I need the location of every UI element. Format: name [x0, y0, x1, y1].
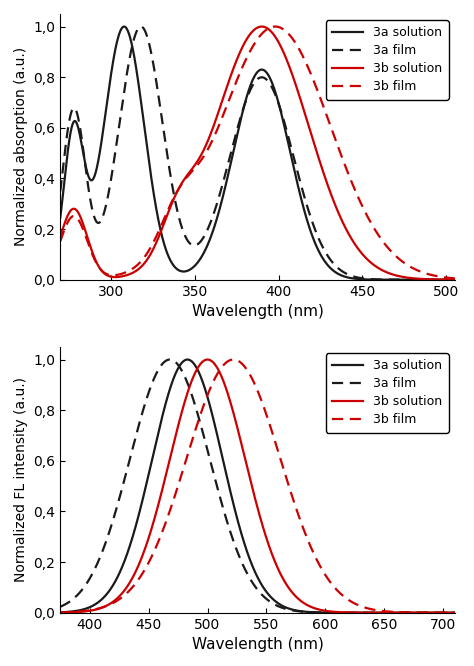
3b solution	[209, 357, 215, 365]
3b film	[102, 603, 108, 611]
3b solution	[205, 356, 210, 364]
3b film	[57, 237, 63, 245]
3a solution	[126, 29, 132, 37]
3a film	[57, 187, 63, 195]
3a film	[209, 462, 215, 470]
3b solution	[226, 78, 231, 86]
Y-axis label: Normalized FL intensity (a.u.): Normalized FL intensity (a.u.)	[14, 378, 28, 582]
3a solution	[57, 214, 63, 222]
3a film	[402, 609, 408, 617]
3a film	[102, 204, 108, 212]
X-axis label: Wavelength (nm): Wavelength (nm)	[191, 637, 323, 652]
3b film	[402, 608, 408, 616]
3a solution	[402, 276, 408, 284]
3b film	[209, 382, 214, 390]
3a solution	[102, 111, 108, 119]
3a film	[444, 276, 450, 284]
3b film	[452, 274, 457, 282]
3a solution	[226, 481, 232, 489]
3b solution	[452, 276, 457, 284]
3a solution	[126, 545, 132, 553]
3a solution	[452, 276, 457, 284]
Line: 3b film: 3b film	[60, 360, 455, 613]
3b film	[444, 609, 450, 617]
3b solution	[57, 232, 63, 240]
Line: 3a solution: 3a solution	[60, 27, 455, 280]
3a film	[138, 23, 144, 31]
3b solution	[209, 127, 214, 135]
3b film	[102, 269, 108, 277]
Line: 3a solution: 3a solution	[60, 360, 455, 613]
3b film	[126, 587, 132, 595]
3a film	[226, 157, 232, 165]
3a film	[102, 539, 108, 547]
3a solution	[444, 609, 450, 617]
Line: 3b solution: 3b solution	[60, 27, 455, 280]
3b film	[230, 356, 236, 364]
3a film	[209, 215, 215, 223]
3b solution	[444, 276, 450, 284]
3b solution	[126, 580, 132, 588]
3b solution	[444, 609, 450, 617]
3b film	[226, 357, 231, 365]
3a solution	[209, 408, 215, 416]
3b solution	[126, 270, 132, 278]
Legend: 3a solution, 3a film, 3b solution, 3b film: 3a solution, 3a film, 3b solution, 3b fi…	[326, 20, 448, 100]
Y-axis label: Normalized absorption (a.u.): Normalized absorption (a.u.)	[14, 47, 28, 246]
3a solution	[226, 168, 232, 176]
3a solution	[121, 23, 127, 31]
3b film	[444, 274, 450, 282]
3b solution	[402, 273, 408, 281]
3a film	[452, 276, 457, 284]
3b solution	[226, 393, 232, 401]
3a solution	[444, 276, 450, 284]
3a film	[402, 276, 408, 284]
3b film	[402, 259, 408, 267]
3b film	[452, 609, 457, 617]
3b solution	[102, 270, 108, 278]
Line: 3a film: 3a film	[60, 27, 455, 280]
3a film	[126, 460, 132, 468]
3b solution	[452, 609, 457, 617]
3a solution	[102, 592, 108, 600]
3b solution	[57, 609, 63, 617]
3b film	[57, 609, 63, 617]
3b film	[226, 97, 231, 105]
3b film	[126, 267, 132, 275]
Line: 3b film: 3b film	[60, 27, 455, 278]
3a solution	[185, 356, 191, 364]
3a solution	[402, 609, 408, 617]
3a film	[444, 609, 450, 617]
3a film	[226, 523, 232, 531]
3a film	[57, 603, 63, 611]
3a film	[452, 609, 457, 617]
3a film	[167, 356, 173, 364]
X-axis label: Wavelength (nm): Wavelength (nm)	[191, 304, 323, 319]
Line: 3a film: 3a film	[60, 360, 455, 613]
3b solution	[259, 23, 264, 31]
3a solution	[57, 608, 63, 616]
3a solution	[209, 230, 215, 238]
3b film	[209, 138, 214, 146]
Line: 3b solution: 3b solution	[60, 360, 455, 613]
3b solution	[102, 602, 108, 610]
3b solution	[402, 609, 408, 617]
3b film	[272, 23, 278, 31]
Legend: 3a solution, 3a film, 3b solution, 3b film: 3a solution, 3a film, 3b solution, 3b fi…	[326, 353, 448, 433]
3a film	[126, 59, 132, 67]
3a solution	[452, 609, 457, 617]
